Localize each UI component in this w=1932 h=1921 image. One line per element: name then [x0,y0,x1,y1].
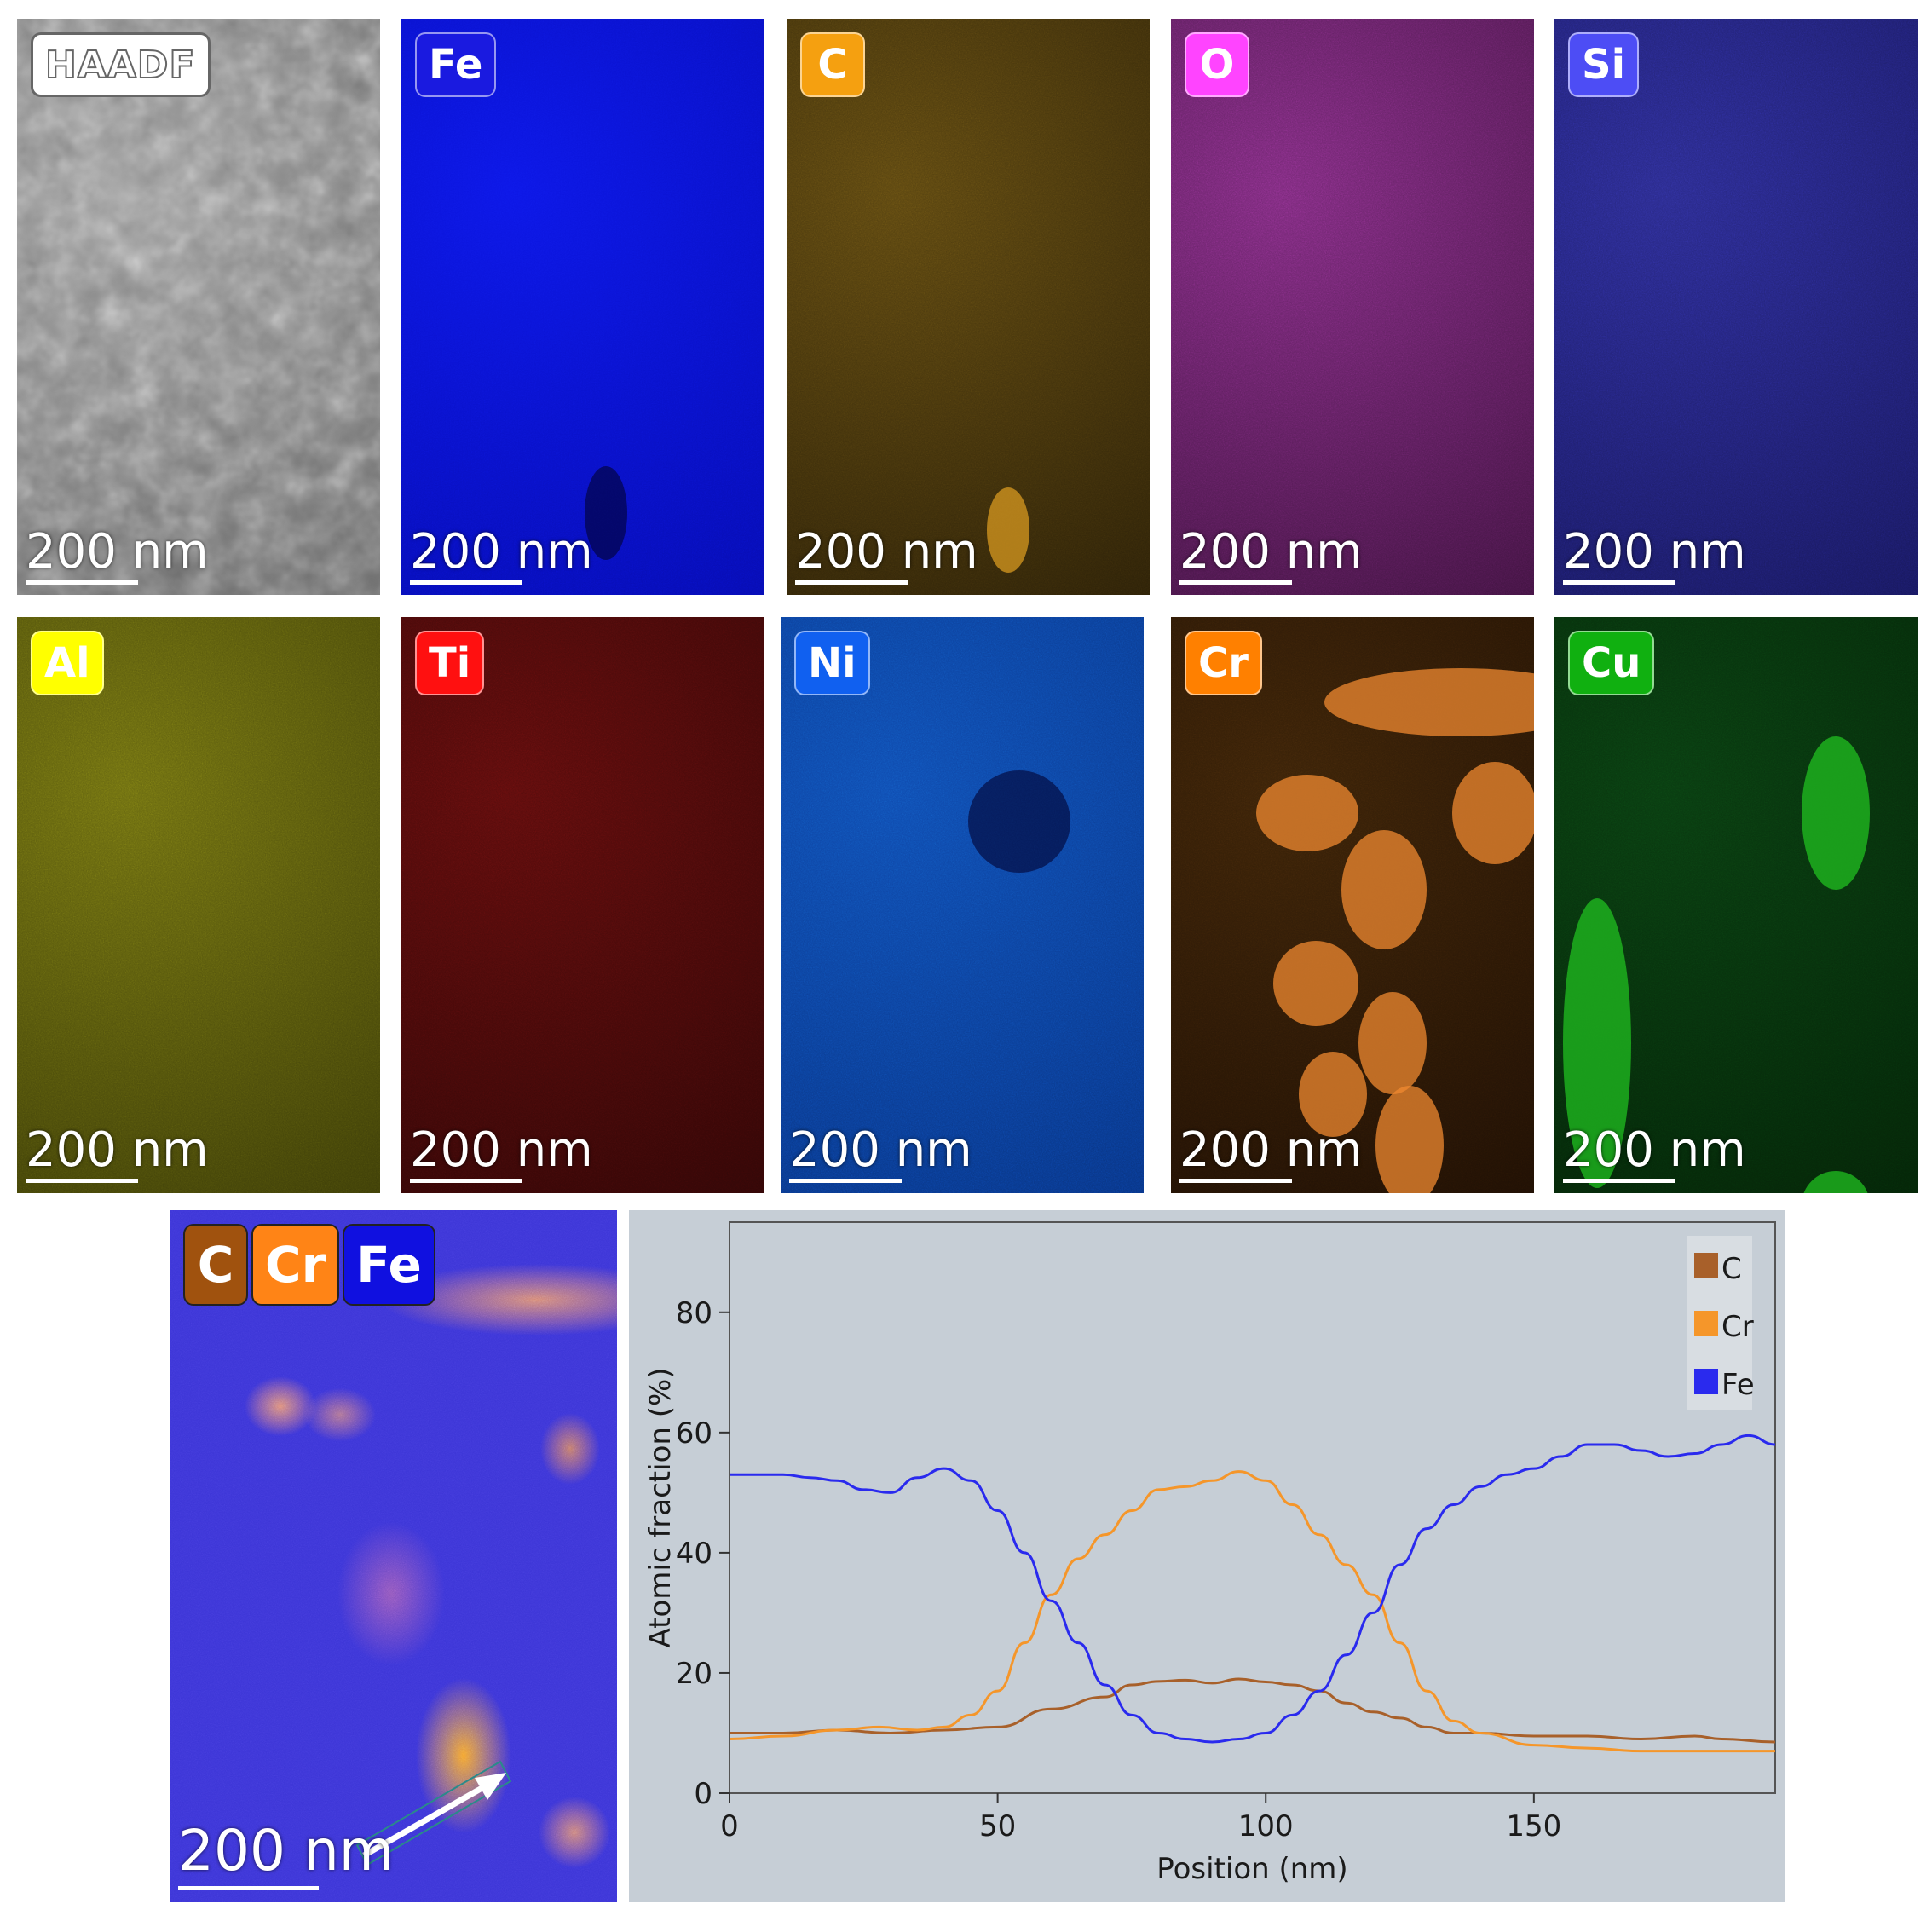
plot-area [729,1221,1776,1794]
scale-bar-label: 200 nm [26,524,209,580]
y-tick-label: 60 [676,1416,712,1451]
x-axis-label: Position (nm) [1156,1852,1347,1886]
map-features [585,466,627,560]
map-noise-texture [17,19,380,595]
y-tick-label: 80 [676,1296,712,1330]
overlay-badge-fe: Fe [343,1224,435,1306]
map-noise-texture [17,617,380,1193]
scale-bar [1179,580,1292,585]
map-label-badge: Ni [794,631,870,695]
map-panel-fe: Fe 200 nm [401,19,764,595]
scale-bar [26,1179,138,1183]
scale-bar-label: 200 nm [410,1122,593,1178]
map-panel-haadf: HAADF 200 nm [17,19,380,595]
map-features [987,487,1029,573]
map-noise-texture [787,19,1150,595]
map-feature-blob [1803,1171,1868,1193]
x-tick-label: 50 [979,1809,1016,1843]
legend-swatch-cr [1694,1311,1718,1336]
scale-bar-label: 200 nm [789,1122,972,1178]
map-panel-cu: Cu 200 nm [1554,617,1918,1193]
line-scan-arrow [355,1760,512,1866]
map-feature-blob [1341,830,1427,949]
map-feature-blob [585,466,627,560]
scale-bar [410,1179,522,1183]
map-label-badge: Ti [415,631,485,695]
y-tick-label: 20 [676,1657,712,1691]
map-panel-ni: Ni 200 nm [781,617,1144,1193]
map-panel-si: Si 200 nm [1554,19,1918,595]
overlay-legend-badges: C Cr Fe [183,1224,435,1306]
map-label-badge: HAADF [31,32,211,97]
overlay-badge-cr: Cr [251,1224,340,1306]
series-line-cr [729,1470,1775,1753]
legend-label-c: C [1721,1252,1742,1286]
map-noise-texture [781,617,1144,1193]
map-label-badge: Fe [415,32,497,97]
scale-bar-label: 200 nm [410,524,593,580]
scale-bar-label: 200 nm [795,524,978,580]
map-feature-blob [1802,736,1870,890]
series-line-c [730,1677,1776,1744]
map-feature-blob [968,770,1070,873]
map-feature-blob [987,487,1029,573]
overlay-noise-texture [170,1210,617,1902]
scale-bar-label: 200 nm [1179,524,1363,580]
map-panel-o: O 200 nm [1171,19,1534,595]
y-tick-label: 0 [694,1777,712,1811]
map-panel-ti: Ti 200 nm [401,617,764,1193]
scale-bar [1563,580,1675,585]
legend-swatch-fe [1694,1369,1718,1394]
map-label-badge: Si [1568,32,1640,97]
map-feature-blob [1358,992,1427,1094]
map-label-badge: Cu [1568,631,1655,695]
scale-bar-label: 200 nm [26,1122,209,1178]
series-line-fe [730,1434,1776,1744]
x-tick-label: 100 [1238,1809,1294,1843]
scale-bar [26,580,138,585]
y-axis-label: Atomic fraction (%) [643,1367,678,1647]
scale-bar [795,580,908,585]
overlay-badge-c: C [183,1224,248,1306]
map-noise-texture [1554,19,1918,595]
map-noise-texture [401,19,764,595]
scale-bar-label: 200 nm [1179,1122,1363,1178]
scale-bar [789,1179,902,1183]
overlay-scale-bar-label: 200 nm [178,1818,395,1884]
overlay-scale-bar [178,1886,319,1890]
line-profile-svg: 0 20 40 60 80 0 50 100 150 Position (nm) Atomic fr… [643,1221,1776,1886]
scale-bar [1563,1179,1675,1183]
legend-swatch-c [1694,1253,1718,1278]
map-feature-blob [1256,775,1358,851]
map-panel-cr: Cr 200 nm [1171,617,1534,1193]
scale-bar-label: 200 nm [1563,1122,1746,1178]
map-features [968,770,1070,873]
x-tick-label: 0 [720,1809,739,1843]
map-noise-texture [1171,19,1534,595]
map-panel-c: C 200 nm [787,19,1150,595]
map-panel-al: Al 200 nm [17,617,380,1193]
line-profile-chart: 0 20 40 60 80 0 50 100 150 Position (nm) Atomic fr… [629,1210,1785,1902]
legend-label-fe: Fe [1721,1368,1755,1402]
map-features [1563,736,1870,1193]
map-label-badge: Cr [1185,631,1262,695]
scale-bar [1179,1179,1292,1183]
map-label-badge: C [800,32,865,97]
map-features [1256,668,1534,1193]
map-feature-blob [1375,1086,1444,1193]
map-feature-blob [1299,1052,1367,1137]
scale-bar-label: 200 nm [1563,524,1746,580]
map-feature-blob [1452,762,1534,864]
map-feature-blob [1324,668,1534,736]
y-tick-label: 40 [676,1537,712,1571]
legend-label-cr: Cr [1721,1310,1754,1344]
map-label-badge: O [1185,32,1249,97]
map-feature-blob [1563,898,1631,1188]
map-noise-texture [401,617,764,1193]
map-label-badge: Al [31,631,104,695]
map-feature-blob [1273,941,1358,1026]
overlay-composite-map: C Cr Fe 200 nm [170,1210,617,1902]
scale-bar [410,580,522,585]
x-tick-label: 150 [1506,1809,1561,1843]
